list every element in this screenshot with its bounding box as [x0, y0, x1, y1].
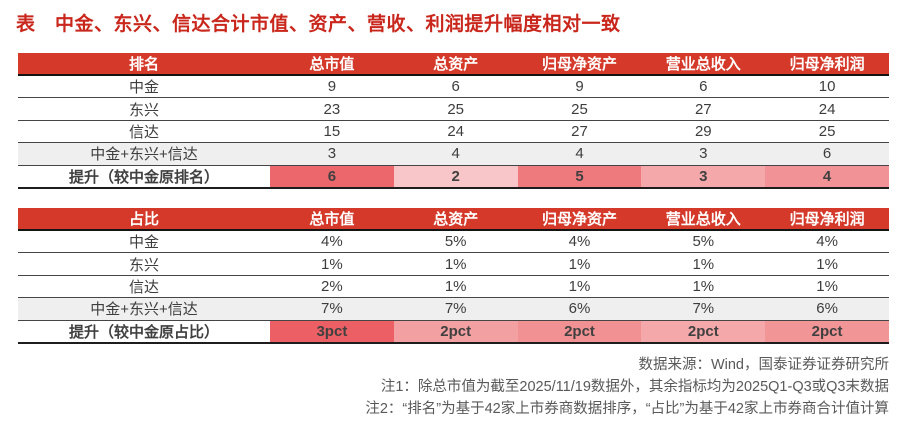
header-cell: 营业总收入: [665, 211, 741, 228]
table-cell: 2pct: [641, 320, 766, 342]
table-header-row: 占比 总市值 总资产 归母净资产 营业总收入 归母净利润: [18, 208, 889, 231]
table-cell: 10: [818, 78, 836, 96]
table-cell: 5: [517, 165, 642, 187]
table-cell: 1%: [321, 255, 343, 273]
table-row: 东兴 1% 1% 1% 1% 1%: [18, 253, 889, 276]
row-label: 东兴: [128, 101, 159, 119]
table-cell: 7%: [321, 300, 343, 318]
header-label-cell: 占比: [128, 211, 159, 228]
table-cell: 25: [818, 122, 836, 140]
table-cell: 2pct: [393, 320, 518, 342]
table-cell: 4: [575, 145, 584, 163]
table-cell: 1%: [816, 255, 838, 273]
table-cell: 4%: [321, 233, 343, 251]
table-cell: 6%: [816, 300, 838, 318]
table-cell: 24: [447, 122, 465, 140]
header-cell: 总资产: [433, 211, 479, 228]
table-cell: 6: [270, 165, 394, 187]
row-label: 中金+东兴+信达: [90, 301, 198, 319]
table-cell: 15: [323, 122, 341, 140]
table-row: 提升（较中金原占比） 3pct 2pct 2pct 2pct 2pct: [18, 320, 889, 344]
table-cell: 2: [393, 165, 518, 187]
table-cell: 6: [451, 78, 460, 96]
table-row: 提升（较中金原排名） 6 2 5 3 4: [18, 165, 889, 189]
table-cell: 4: [765, 165, 889, 187]
table-cell: 1%: [692, 277, 715, 295]
table-cell: 4%: [816, 233, 838, 251]
table-row: 中金 9 6 9 6 10: [18, 76, 889, 99]
table-cell: 23: [323, 100, 341, 118]
table-cell: 29: [694, 122, 712, 140]
table-row: 中金 4% 5% 4% 5% 4%: [18, 231, 889, 254]
header-cell: 总市值: [309, 211, 355, 228]
header-cell: 归母净利润: [789, 56, 865, 73]
table-cell: 6: [822, 145, 832, 163]
table-cell: 7%: [692, 300, 715, 318]
row-label: 提升（较中金原排名）: [18, 165, 270, 187]
rank-table: 排名 总市值 总资产 归母净资产 营业总收入 归母净利润 中金 9 6 9 6 10 东兴 23 25 25 2…: [18, 53, 889, 189]
table-cell: 6%: [568, 300, 591, 318]
row-label: 中金: [128, 79, 159, 97]
share-table: 占比 总市值 总资产 归母净资产 营业总收入 归母净利润中金 4% 5% 4% 5% 4% 东兴 1% 1…: [18, 208, 889, 344]
table-row: 东兴 23 25 25 27 24: [18, 98, 889, 121]
row-label: 提升（较中金原占比）: [18, 320, 270, 342]
row-label: 中金+东兴+信达: [90, 146, 198, 164]
row-label: 中金: [128, 234, 159, 252]
table-cell: 5%: [444, 233, 467, 251]
table-cell: 2pct: [517, 320, 642, 342]
header-cell: 总资产: [433, 56, 479, 73]
header-cell: 归母净资产: [541, 56, 617, 73]
table-cell: 25: [571, 100, 588, 118]
row-label: 信达: [128, 123, 159, 141]
table-cell: 6: [699, 78, 708, 96]
table-row: 中金+东兴+信达 3 4 4 3 6: [18, 143, 889, 166]
table-cell: 9: [327, 78, 337, 96]
table-header-row: 排名 总市值 总资产 归母净资产 营业总收入 归母净利润: [18, 53, 889, 76]
note-1: 注1：除总市值为截至2025/11/19数据外，其余指标均为2025Q1-Q3或…: [380, 379, 889, 395]
header-cell: 归母净利润: [789, 211, 865, 228]
table-cell: 3: [699, 145, 708, 163]
table-cell: 5%: [692, 233, 715, 251]
figure-title: 表 中金、东兴、信达合计市值、资产、营收、利润提升幅度相对一致: [16, 14, 621, 35]
table-cell: 27: [571, 122, 588, 140]
table-cell: 1%: [568, 277, 591, 295]
table-cell: 1%: [692, 255, 715, 273]
table-cell: 1%: [568, 255, 591, 273]
figure-footer: 数据来源：Wind，国泰证券证券研究所 注1：除总市值为截至2025/11/19…: [365, 354, 889, 420]
table-cell: 24: [818, 100, 836, 118]
header-cell: 归母净资产: [541, 211, 617, 228]
header-cell: 总市值: [309, 56, 355, 73]
table-cell: 4: [451, 145, 460, 163]
header-cell: 营业总收入: [665, 56, 741, 73]
table-cell: 3: [641, 165, 766, 187]
table-cell: 2%: [321, 277, 343, 295]
table-cell: 25: [447, 100, 465, 118]
table-cell: 1%: [444, 255, 467, 273]
header-label-cell: 排名: [128, 56, 159, 73]
note-2: 注2：“排名”为基于42家上市券商数据排序，“占比”为基于42家上市券商合计值计…: [365, 401, 889, 417]
table-cell: 9: [575, 78, 584, 96]
table-cell: 3: [327, 145, 337, 163]
row-label: 信达: [128, 278, 159, 296]
row-label: 东兴: [128, 256, 159, 274]
table-row: 信达 15 24 27 29 25: [18, 120, 889, 144]
table-cell: 4%: [568, 233, 591, 251]
table-cell: 2pct: [765, 320, 889, 342]
table-row: 中金+东兴+信达 7% 7% 6% 7% 6%: [18, 298, 889, 321]
table-cell: 27: [694, 100, 712, 118]
table-cell: 7%: [444, 300, 467, 318]
table-cell: 1%: [816, 277, 838, 295]
table-row: 信达 2% 1% 1% 1% 1%: [18, 275, 889, 299]
table-cell: 3pct: [270, 320, 394, 342]
data-source-line: 数据来源：Wind，国泰证券证券研究所: [638, 357, 889, 373]
table-cell: 1%: [444, 277, 467, 295]
